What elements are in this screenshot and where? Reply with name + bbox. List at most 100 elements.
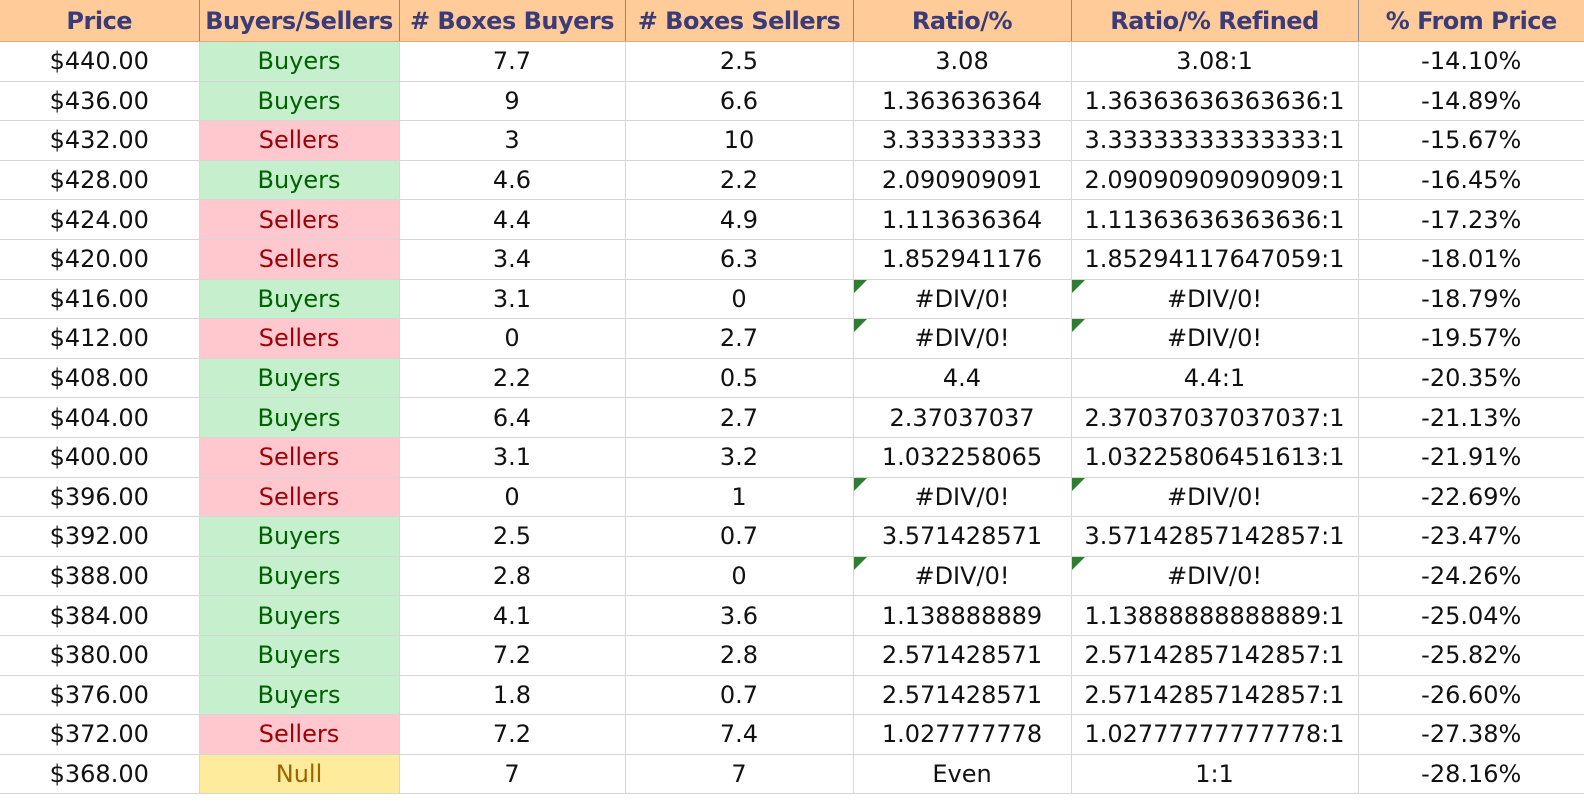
- pct-from-price-cell[interactable]: -25.04%: [1358, 595, 1584, 636]
- price-cell[interactable]: $388.00: [0, 556, 200, 597]
- boxes-sellers-cell[interactable]: 0.7: [625, 675, 854, 716]
- ratio-cell[interactable]: #DIV/0!: [853, 318, 1072, 359]
- ratio-cell[interactable]: 1.027777778: [853, 714, 1072, 755]
- ratio-refined-cell[interactable]: 2.37037037037037:1: [1071, 397, 1359, 438]
- boxes-buyers-cell[interactable]: 3.4: [399, 239, 626, 280]
- ratio-refined-cell[interactable]: 1.85294117647059:1: [1071, 239, 1359, 280]
- price-cell[interactable]: $380.00: [0, 635, 200, 676]
- boxes-buyers-cell[interactable]: 0: [399, 318, 626, 359]
- boxes-sellers-cell[interactable]: 2.8: [625, 635, 854, 676]
- ratio-refined-cell[interactable]: 4.4:1: [1071, 358, 1359, 399]
- pct-from-price-cell[interactable]: -26.60%: [1358, 675, 1584, 716]
- ratio-refined-cell[interactable]: 2.09090909090909:1: [1071, 160, 1359, 201]
- boxes-buyers-cell[interactable]: 9: [399, 81, 626, 122]
- buyers-sellers-cell[interactable]: Buyers: [199, 81, 400, 122]
- ratio-refined-cell[interactable]: 3.57142857142857:1: [1071, 516, 1359, 557]
- buyers-sellers-cell[interactable]: Sellers: [199, 199, 400, 240]
- boxes-buyers-cell[interactable]: 7: [399, 754, 626, 795]
- header-boxes-sellers[interactable]: # Boxes Sellers: [625, 0, 854, 42]
- price-cell[interactable]: $416.00: [0, 279, 200, 320]
- header-ratio-refined[interactable]: Ratio/% Refined: [1071, 0, 1359, 42]
- price-cell[interactable]: $428.00: [0, 160, 200, 201]
- boxes-buyers-cell[interactable]: 4.1: [399, 595, 626, 636]
- header-pct-from-price[interactable]: % From Price: [1358, 0, 1584, 42]
- header-price[interactable]: Price: [0, 0, 200, 42]
- boxes-buyers-cell[interactable]: 1.8: [399, 675, 626, 716]
- boxes-sellers-cell[interactable]: 2.5: [625, 41, 854, 82]
- boxes-sellers-cell[interactable]: 7.4: [625, 714, 854, 755]
- ratio-cell[interactable]: 2.571428571: [853, 635, 1072, 676]
- price-cell[interactable]: $432.00: [0, 120, 200, 161]
- pct-from-price-cell[interactable]: -28.16%: [1358, 754, 1584, 795]
- price-cell[interactable]: $404.00: [0, 397, 200, 438]
- ratio-cell[interactable]: 3.333333333: [853, 120, 1072, 161]
- header-ratio[interactable]: Ratio/%: [853, 0, 1072, 42]
- ratio-cell[interactable]: 1.113636364: [853, 199, 1072, 240]
- buyers-sellers-cell[interactable]: Buyers: [199, 556, 400, 597]
- ratio-cell[interactable]: #DIV/0!: [853, 477, 1072, 518]
- pct-from-price-cell[interactable]: -18.79%: [1358, 279, 1584, 320]
- price-cell[interactable]: $440.00: [0, 41, 200, 82]
- boxes-sellers-cell[interactable]: 2.7: [625, 397, 854, 438]
- price-cell[interactable]: $408.00: [0, 358, 200, 399]
- boxes-buyers-cell[interactable]: 3.1: [399, 437, 626, 478]
- price-cell[interactable]: $368.00: [0, 754, 200, 795]
- boxes-buyers-cell[interactable]: 6.4: [399, 397, 626, 438]
- ratio-cell[interactable]: 2.37037037: [853, 397, 1072, 438]
- buyers-sellers-cell[interactable]: Buyers: [199, 358, 400, 399]
- ratio-cell[interactable]: 3.08: [853, 41, 1072, 82]
- ratio-cell[interactable]: 2.090909091: [853, 160, 1072, 201]
- ratio-refined-cell[interactable]: #DIV/0!: [1071, 318, 1359, 359]
- ratio-refined-cell[interactable]: 1:1: [1071, 754, 1359, 795]
- boxes-sellers-cell[interactable]: 2.7: [625, 318, 854, 359]
- ratio-cell[interactable]: 1.852941176: [853, 239, 1072, 280]
- pct-from-price-cell[interactable]: -24.26%: [1358, 556, 1584, 597]
- buyers-sellers-cell[interactable]: Buyers: [199, 675, 400, 716]
- ratio-refined-cell[interactable]: 1.03225806451613:1: [1071, 437, 1359, 478]
- pct-from-price-cell[interactable]: -17.23%: [1358, 199, 1584, 240]
- price-cell[interactable]: $436.00: [0, 81, 200, 122]
- buyers-sellers-cell[interactable]: Null: [199, 754, 400, 795]
- pct-from-price-cell[interactable]: -23.47%: [1358, 516, 1584, 557]
- boxes-sellers-cell[interactable]: 0: [625, 279, 854, 320]
- boxes-buyers-cell[interactable]: 0: [399, 477, 626, 518]
- boxes-sellers-cell[interactable]: 0.7: [625, 516, 854, 557]
- boxes-buyers-cell[interactable]: 2.8: [399, 556, 626, 597]
- ratio-refined-cell[interactable]: 3.33333333333333:1: [1071, 120, 1359, 161]
- boxes-buyers-cell[interactable]: 4.4: [399, 199, 626, 240]
- buyers-sellers-cell[interactable]: Buyers: [199, 160, 400, 201]
- pct-from-price-cell[interactable]: -21.13%: [1358, 397, 1584, 438]
- buyers-sellers-cell[interactable]: Sellers: [199, 437, 400, 478]
- pct-from-price-cell[interactable]: -15.67%: [1358, 120, 1584, 161]
- ratio-cell[interactable]: 4.4: [853, 358, 1072, 399]
- ratio-cell[interactable]: 1.363636364: [853, 81, 1072, 122]
- price-cell[interactable]: $400.00: [0, 437, 200, 478]
- pct-from-price-cell[interactable]: -14.89%: [1358, 81, 1584, 122]
- pct-from-price-cell[interactable]: -20.35%: [1358, 358, 1584, 399]
- price-cell[interactable]: $424.00: [0, 199, 200, 240]
- boxes-buyers-cell[interactable]: 7.7: [399, 41, 626, 82]
- ratio-refined-cell[interactable]: #DIV/0!: [1071, 279, 1359, 320]
- ratio-refined-cell[interactable]: 2.57142857142857:1: [1071, 635, 1359, 676]
- pct-from-price-cell[interactable]: -18.01%: [1358, 239, 1584, 280]
- boxes-sellers-cell[interactable]: 0.5: [625, 358, 854, 399]
- price-cell[interactable]: $392.00: [0, 516, 200, 557]
- header-buyers-sellers[interactable]: Buyers/Sellers: [199, 0, 400, 42]
- boxes-sellers-cell[interactable]: 10: [625, 120, 854, 161]
- ratio-cell[interactable]: 1.138888889: [853, 595, 1072, 636]
- pct-from-price-cell[interactable]: -22.69%: [1358, 477, 1584, 518]
- price-cell[interactable]: $384.00: [0, 595, 200, 636]
- header-boxes-buyers[interactable]: # Boxes Buyers: [399, 0, 626, 42]
- ratio-refined-cell[interactable]: 1.13888888888889:1: [1071, 595, 1359, 636]
- ratio-refined-cell[interactable]: #DIV/0!: [1071, 556, 1359, 597]
- ratio-cell[interactable]: #DIV/0!: [853, 556, 1072, 597]
- pct-from-price-cell[interactable]: -16.45%: [1358, 160, 1584, 201]
- pct-from-price-cell[interactable]: -27.38%: [1358, 714, 1584, 755]
- buyers-sellers-cell[interactable]: Buyers: [199, 279, 400, 320]
- buyers-sellers-cell[interactable]: Sellers: [199, 318, 400, 359]
- price-cell[interactable]: $372.00: [0, 714, 200, 755]
- buyers-sellers-cell[interactable]: Buyers: [199, 397, 400, 438]
- pct-from-price-cell[interactable]: -25.82%: [1358, 635, 1584, 676]
- pct-from-price-cell[interactable]: -21.91%: [1358, 437, 1584, 478]
- buyers-sellers-cell[interactable]: Buyers: [199, 41, 400, 82]
